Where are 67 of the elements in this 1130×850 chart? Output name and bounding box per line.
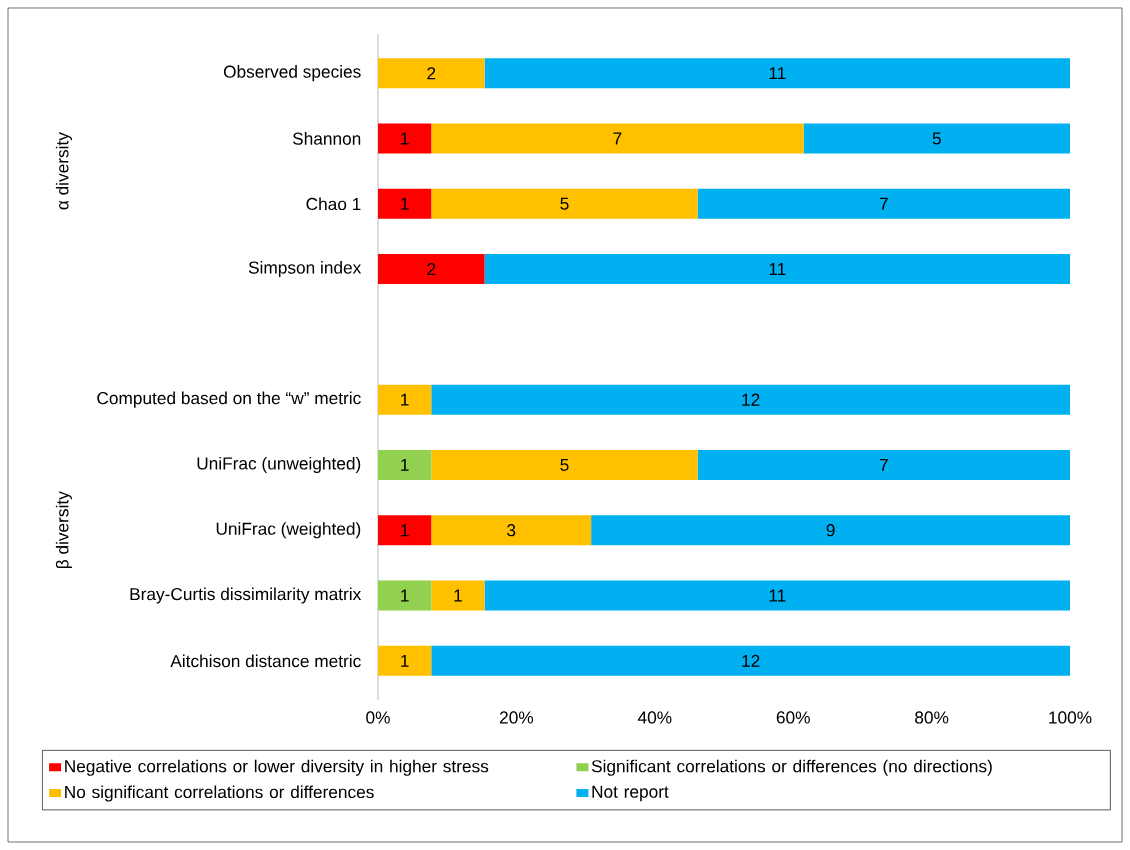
x-tick-label: 20% [499, 711, 534, 724]
y-tick-label: Chao 1 [306, 197, 361, 211]
bar [431, 515, 592, 546]
annotation: 1 [401, 654, 409, 667]
bar [431, 188, 698, 219]
bar [378, 515, 432, 546]
annotation: 12 [742, 393, 760, 406]
y-tick-label: UniFrac (weighted) [216, 522, 361, 539]
annotation: 1 [401, 197, 409, 210]
bar [378, 384, 432, 415]
x-tick-label: 0% [366, 711, 390, 724]
y-tick-label: Aitchison distance metric [170, 654, 361, 668]
legend-label: Significant correlations or differences (no directions) [591, 759, 992, 776]
y-tick-label: Bray-Curtis dissimilarity matrix [130, 587, 362, 604]
y-tick-label: Computed based on the “w” metric [97, 391, 361, 408]
x-tick-label: 100% [1049, 711, 1092, 724]
bar [803, 123, 1071, 154]
bar [378, 58, 485, 89]
bar [697, 188, 1071, 219]
y-tick-label: Observed species [223, 65, 361, 82]
bar [431, 384, 1071, 415]
annotation: 5 [932, 132, 941, 145]
annotation: 1 [454, 589, 462, 602]
annotation: 2 [427, 263, 436, 276]
annotation: 1 [401, 459, 409, 471]
x-tick-label: 80% [915, 711, 949, 724]
annotation: 3 [507, 524, 516, 537]
annotation: 1 [401, 393, 409, 406]
annotation: 7 [613, 132, 622, 145]
annotation: 7 [879, 459, 888, 471]
annotation: 2 [427, 67, 436, 80]
bar [378, 123, 432, 154]
x-tick-label: 40% [637, 711, 672, 724]
annotation: 12 [742, 654, 760, 667]
annotation: 11 [769, 67, 786, 80]
legend-label: Not report [592, 785, 669, 802]
annotation: 9 [826, 524, 835, 537]
bar [591, 515, 1071, 546]
y-tick-label: UniFrac (unweighted) [197, 456, 361, 473]
text: α diversity [55, 132, 72, 210]
legend-label: No significant correlations or differences [65, 785, 374, 802]
x-tick-label: 60% [776, 711, 810, 724]
annotation: 11 [769, 589, 786, 602]
bar [378, 254, 485, 285]
annotation: 11 [769, 263, 786, 275]
annotation: 1 [401, 524, 409, 537]
annotation: 5 [560, 197, 569, 210]
bar [484, 580, 1071, 611]
bar [431, 580, 485, 611]
bar [484, 254, 1071, 285]
y-tick-label: Simpson index [248, 261, 362, 278]
y-tick-label: Shannon [292, 132, 361, 145]
annotation: 5 [560, 458, 569, 471]
bar [431, 645, 1071, 676]
bar [431, 449, 698, 480]
legend-label: Negative correlations or lower diversity in higher stress [65, 759, 489, 776]
bar [378, 188, 432, 219]
text: β diversity [55, 491, 72, 569]
annotation: 1 [401, 132, 409, 145]
bar [697, 449, 1071, 480]
bar [484, 58, 1071, 89]
annotation: 1 [401, 589, 409, 602]
bar [378, 449, 432, 480]
bar [378, 645, 432, 676]
annotation: 7 [879, 197, 888, 210]
bar [431, 123, 804, 154]
bar [378, 580, 432, 611]
